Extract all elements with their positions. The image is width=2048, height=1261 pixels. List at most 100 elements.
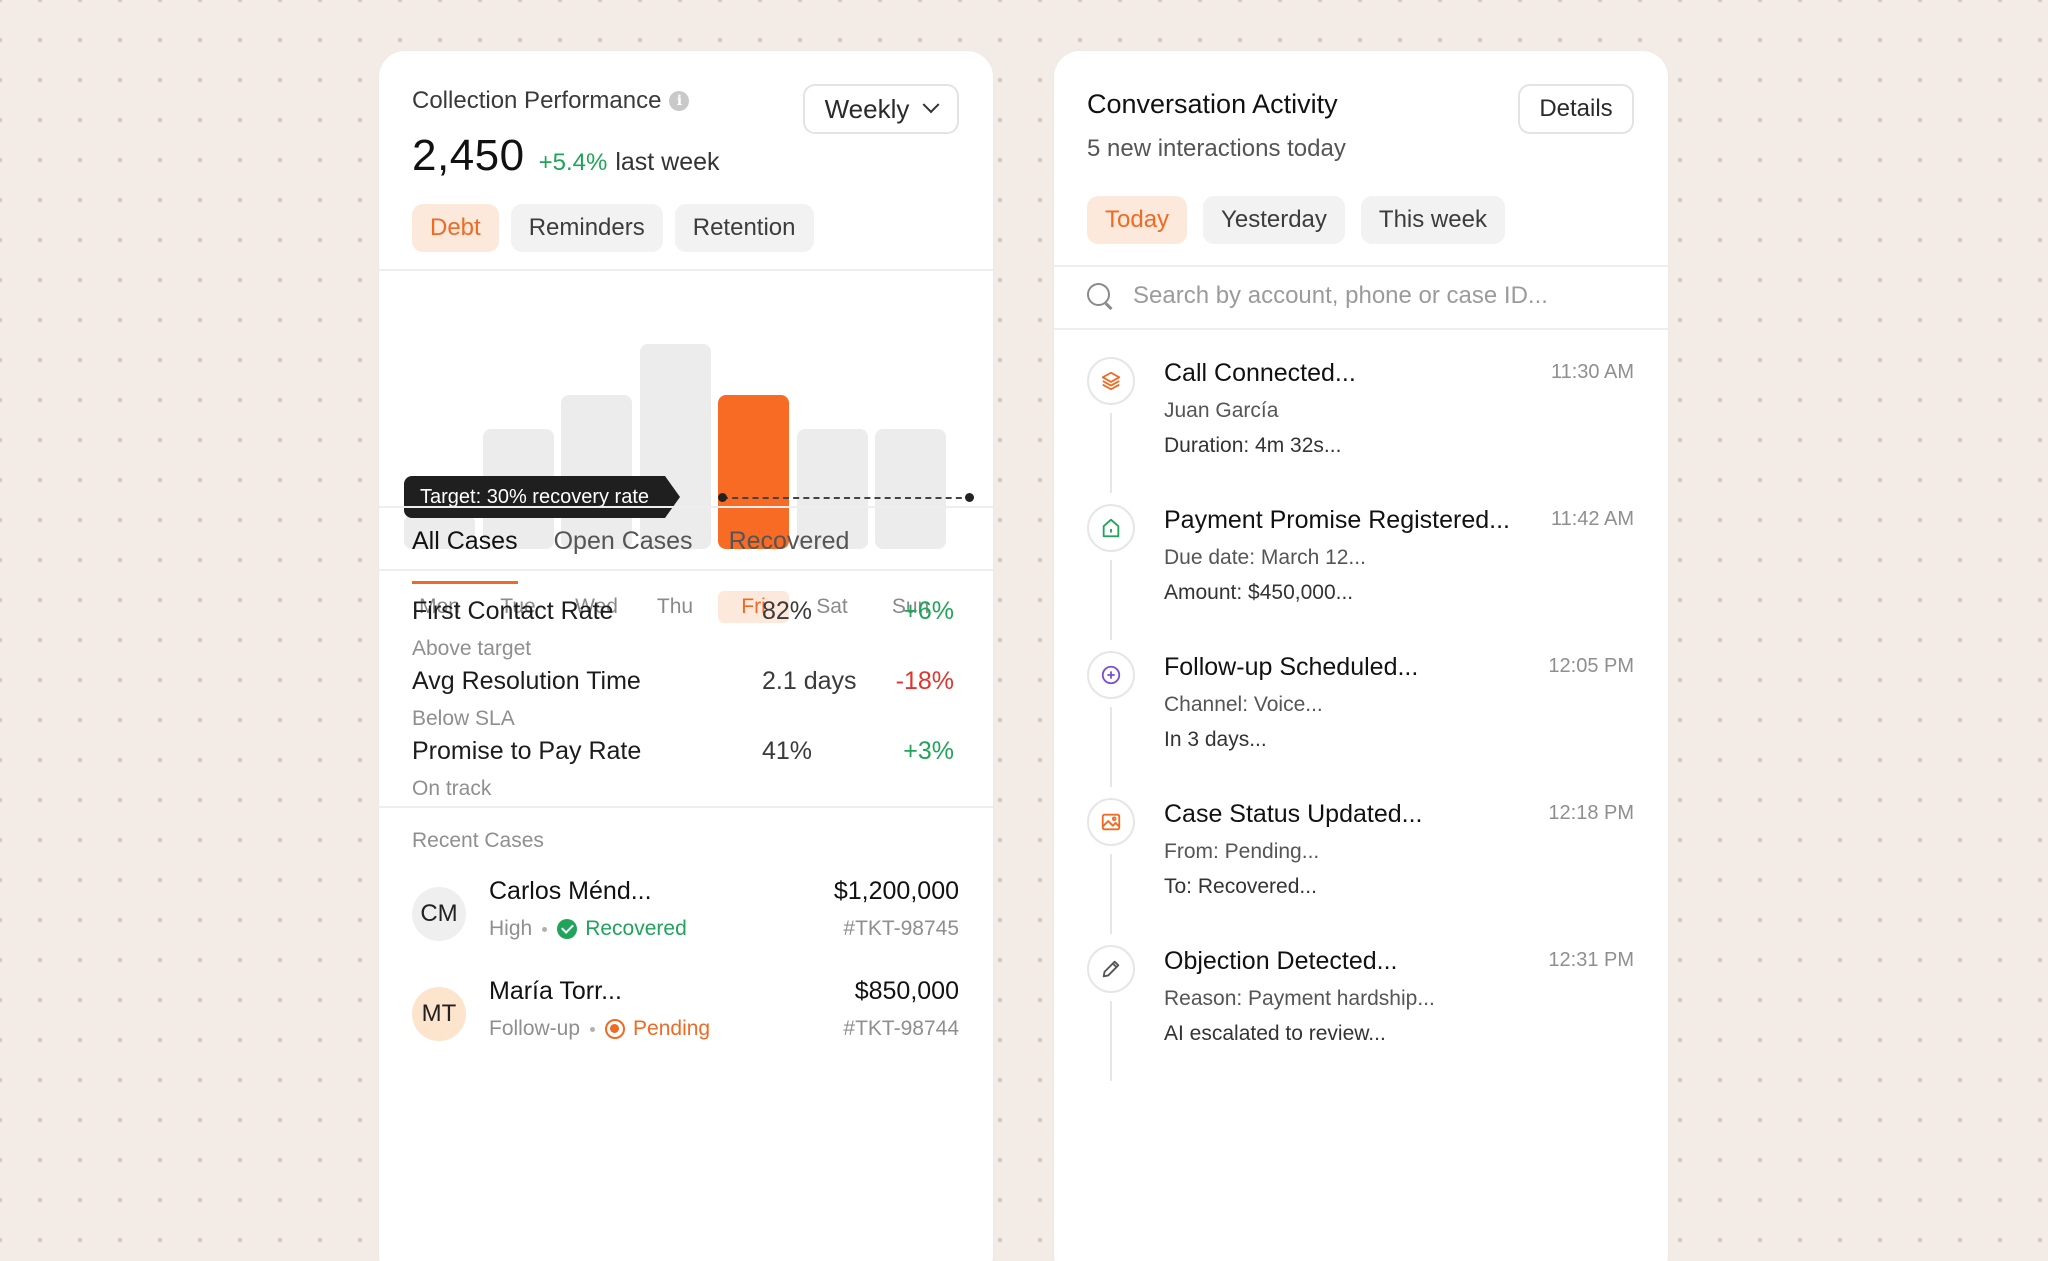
category-pills: Debt Reminders Retention bbox=[412, 204, 814, 252]
divider bbox=[379, 806, 993, 808]
timeline-item[interactable]: Objection Detected... 12:31 PM Reason: Pay… bbox=[1087, 945, 1634, 1092]
total-value: 2,450 bbox=[412, 131, 525, 180]
home-icon bbox=[1100, 517, 1122, 539]
period-dropdown-value: Weekly bbox=[824, 93, 910, 124]
timeline-connector bbox=[1110, 854, 1112, 934]
case-row[interactable]: CM Carlos Ménd... High Recovered $1,200,000 #… bbox=[412, 877, 959, 957]
bar-wed[interactable] bbox=[561, 395, 632, 549]
details-button[interactable]: Details bbox=[1518, 84, 1634, 134]
timeline-item[interactable]: Call Connected... 11:30 AM Juan García Dura… bbox=[1087, 357, 1634, 504]
pending-circle-icon bbox=[605, 1019, 626, 1039]
metric-value: 41% bbox=[762, 737, 813, 765]
event-time: 11:30 AM bbox=[1550, 361, 1634, 383]
case-amount: $850,000 bbox=[854, 977, 959, 1005]
target-line bbox=[722, 497, 972, 499]
recent-cases-label: Recent Cases bbox=[412, 829, 544, 852]
avatar: MT bbox=[412, 987, 466, 1041]
event-time: 12:18 PM bbox=[1548, 802, 1634, 824]
collection-title: Collection Performance i bbox=[412, 87, 690, 115]
weekly-bar-chart: Target: 30% recovery rate bbox=[404, 321, 974, 621]
case-tabs: All Cases Open Cases Recovered bbox=[412, 527, 849, 584]
total-delta: +5.4% bbox=[538, 149, 608, 176]
event-title: Follow-up Scheduled... bbox=[1164, 653, 1419, 681]
case-status: Recovered bbox=[557, 917, 687, 941]
pill-retention[interactable]: Retention bbox=[674, 204, 814, 252]
tab-all-cases[interactable]: All Cases bbox=[412, 527, 518, 584]
event-detail-secondary: In 3 days... bbox=[1164, 728, 1267, 751]
collection-title-text: Collection Performance bbox=[412, 87, 662, 114]
event-detail: Due date: March 12... bbox=[1164, 546, 1366, 569]
case-status: Pending bbox=[605, 1017, 710, 1041]
event-time: 11:42 AM bbox=[1550, 508, 1634, 530]
timeline-icon-badge bbox=[1087, 651, 1135, 699]
timeline-connector bbox=[1110, 1001, 1112, 1081]
bar-sat[interactable] bbox=[796, 429, 868, 549]
case-priority: High bbox=[489, 917, 533, 940]
day-label-wed: Wed bbox=[575, 595, 618, 618]
separator-dot bbox=[590, 1026, 596, 1032]
target-tooltip: Target: 30% recovery rate bbox=[404, 476, 680, 518]
divider bbox=[1054, 328, 1668, 330]
layers-icon bbox=[1100, 370, 1122, 392]
case-row[interactable]: MT María Torr... Follow-up Pending $850,000 #… bbox=[412, 977, 959, 1057]
check-circle-icon bbox=[557, 919, 578, 939]
timeline-item[interactable]: Case Status Updated... 12:18 PM From: Pend… bbox=[1087, 798, 1634, 945]
day-label-thu: Thu bbox=[656, 595, 694, 618]
tab-open-cases[interactable]: Open Cases bbox=[553, 527, 693, 555]
metric-subtitle: Above target bbox=[412, 637, 532, 660]
target-end-dot bbox=[965, 493, 974, 502]
bar-thu[interactable] bbox=[639, 344, 711, 549]
event-detail: Juan García bbox=[1164, 399, 1279, 422]
event-title: Payment Promise Registered... bbox=[1164, 506, 1510, 534]
target-start-dot bbox=[718, 493, 727, 502]
metric-name: First Contact Rate bbox=[412, 597, 614, 625]
bar-mon[interactable] bbox=[404, 514, 475, 549]
total-delta-suffix: last week bbox=[615, 148, 720, 176]
day-label-sun: Sun bbox=[891, 595, 930, 618]
divider bbox=[379, 269, 993, 271]
case-ticket: #TKT-98745 bbox=[843, 917, 959, 940]
case-name: María Torr... bbox=[489, 977, 622, 1005]
period-dropdown[interactable]: Weekly bbox=[803, 84, 959, 134]
divider bbox=[379, 569, 993, 571]
event-time: 12:05 PM bbox=[1548, 655, 1634, 677]
divider bbox=[379, 506, 993, 508]
event-detail: Channel: Voice... bbox=[1164, 693, 1323, 716]
time-filter-pills: Today Yesterday This week bbox=[1087, 196, 1505, 244]
timeline-connector bbox=[1110, 560, 1112, 640]
event-title: Call Connected... bbox=[1164, 359, 1356, 387]
timeline-connector bbox=[1110, 413, 1112, 493]
event-title: Case Status Updated... bbox=[1164, 800, 1423, 828]
event-detail: Reason: Payment hardship... bbox=[1164, 987, 1435, 1010]
filter-yesterday[interactable]: Yesterday bbox=[1203, 196, 1345, 244]
pill-reminders[interactable]: Reminders bbox=[510, 204, 663, 252]
metric-row: Avg Resolution Time Below SLA 2.1 days -18% bbox=[412, 667, 972, 747]
info-icon[interactable]: i bbox=[669, 91, 690, 111]
timeline-item[interactable]: Payment Promise Registered... 11:42 AM Due… bbox=[1087, 504, 1634, 651]
metric-row: First Contact Rate Above target 82% +6% bbox=[412, 597, 972, 677]
separator-dot bbox=[542, 926, 548, 932]
filter-today[interactable]: Today bbox=[1087, 196, 1188, 244]
pill-debt[interactable]: Debt bbox=[412, 204, 499, 252]
tab-recovered[interactable]: Recovered bbox=[728, 527, 850, 555]
event-time: 12:31 PM bbox=[1548, 949, 1634, 971]
day-label-fri: Fri bbox=[718, 591, 789, 623]
search-input[interactable] bbox=[1133, 282, 1603, 310]
timeline-connector bbox=[1110, 707, 1112, 787]
conversation-subtitle: 5 new interactions today bbox=[1087, 135, 1346, 162]
bar-sun[interactable] bbox=[875, 429, 946, 549]
metric-value: 2.1 days bbox=[762, 667, 857, 695]
metric-delta: -18% bbox=[895, 667, 954, 695]
metric-subtitle: Below SLA bbox=[412, 707, 515, 730]
filter-this-week[interactable]: This week bbox=[1360, 196, 1505, 244]
timeline-item[interactable]: Follow-up Scheduled... 12:05 PM Channel: V… bbox=[1087, 651, 1634, 798]
metric-delta: +3% bbox=[903, 737, 954, 765]
image-icon bbox=[1100, 811, 1122, 833]
chevron-down-icon bbox=[922, 96, 940, 114]
event-detail-secondary: To: Recovered... bbox=[1164, 875, 1317, 898]
event-detail: From: Pending... bbox=[1164, 840, 1320, 863]
bar-fri[interactable] bbox=[718, 395, 789, 549]
day-label-mon: Mon bbox=[419, 595, 460, 618]
divider bbox=[1054, 265, 1668, 267]
case-status-label: Pending bbox=[633, 1017, 711, 1040]
